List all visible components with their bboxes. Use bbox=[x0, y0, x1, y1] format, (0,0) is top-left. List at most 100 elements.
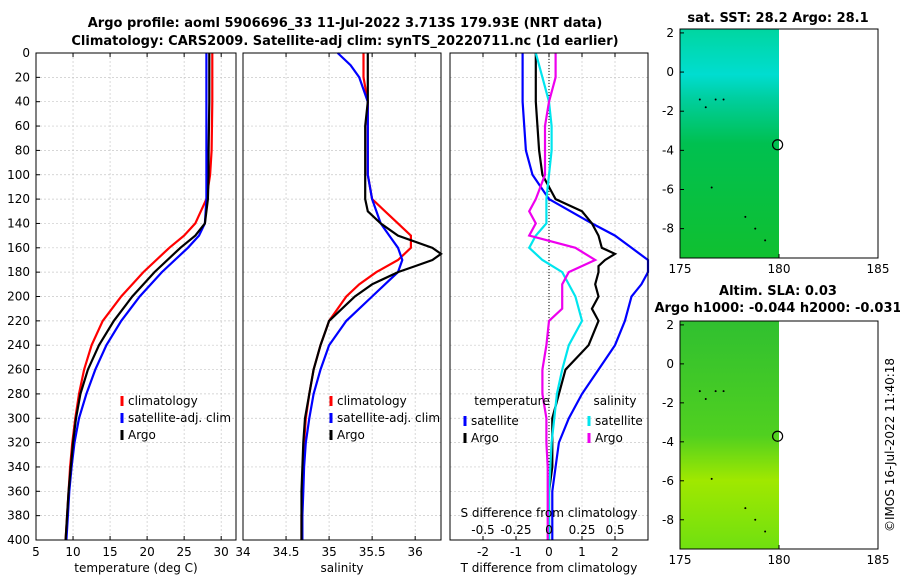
island-dot bbox=[710, 477, 713, 480]
y-tick-label: -6 bbox=[662, 182, 674, 196]
y-tick-label: 200 bbox=[7, 290, 30, 304]
y-tick-label: 300 bbox=[7, 411, 30, 425]
y-tick-label: 2 bbox=[666, 26, 674, 40]
sla-map-title-2: Argo h1000: -0.044 h2000: -0.031 bbox=[654, 301, 900, 316]
x-axis-label: T difference from climatology bbox=[460, 561, 638, 575]
x-axis-label: salinity bbox=[320, 561, 363, 575]
sla-map-title-1: Altim. SLA: 0.03 bbox=[719, 284, 837, 299]
x-tick-label: 34.5 bbox=[273, 545, 300, 559]
island-dot bbox=[722, 98, 725, 101]
x-tick-label: 2 bbox=[611, 545, 619, 559]
y-tick-label: 260 bbox=[7, 363, 30, 377]
island-dot bbox=[714, 98, 717, 101]
x-tick-label: 30 bbox=[214, 545, 229, 559]
y-tick-label: -8 bbox=[662, 513, 674, 527]
x-axis-label: temperature (deg C) bbox=[74, 561, 197, 575]
salinity-panel: 34 34.5 35 35.5 36 salinity climatology satelli… bbox=[235, 52, 443, 575]
y-tick-label: 340 bbox=[7, 460, 30, 474]
y-tick-label: -8 bbox=[662, 222, 674, 236]
x2-tick-label: -0.5 bbox=[471, 523, 494, 537]
legend-label: satellite-adj. clim bbox=[128, 411, 231, 425]
y-tick-label: 380 bbox=[7, 509, 30, 523]
y-tick-label: 0 bbox=[666, 65, 674, 79]
island-dot bbox=[744, 507, 747, 510]
y-tick-label: 2 bbox=[666, 318, 674, 332]
y-tick-label: 240 bbox=[7, 338, 30, 352]
y-tick-label: 80 bbox=[15, 143, 30, 157]
sst-map-title: sat. SST: 28.2 Argo: 28.1 bbox=[687, 11, 868, 26]
y-tick-label: 0 bbox=[22, 46, 30, 60]
x-tick-label: 180 bbox=[768, 262, 791, 276]
x2-axis-label: S difference from climatology bbox=[461, 506, 638, 520]
island-dot bbox=[754, 518, 757, 521]
legend-label: climatology bbox=[128, 394, 198, 408]
island-dot bbox=[744, 215, 747, 218]
temperature-panel: 5 10 15 20 25 3002040608010012014016018020022… bbox=[7, 46, 237, 575]
difference-panel: -2 -1 0 1 2 T difference from climatology S di… bbox=[449, 52, 650, 575]
x-tick-label: 35 bbox=[321, 545, 336, 559]
x-tick-label: 175 bbox=[669, 262, 692, 276]
y-tick-label: 60 bbox=[15, 119, 30, 133]
x-tick-label: -1 bbox=[510, 545, 522, 559]
x-tick-label: 10 bbox=[65, 545, 80, 559]
y-tick-label: 20 bbox=[15, 70, 30, 84]
x2-tick-label: 0.25 bbox=[569, 523, 596, 537]
y-tick-label: 100 bbox=[7, 168, 30, 182]
island-dot bbox=[764, 530, 767, 533]
y-tick-label: 320 bbox=[7, 436, 30, 450]
x-tick-label: 185 bbox=[867, 553, 890, 567]
y-tick-label: 360 bbox=[7, 484, 30, 498]
x-tick-label: 25 bbox=[177, 545, 192, 559]
legend-label: satellite-adj. clim bbox=[337, 411, 440, 425]
title-line-2: Climatology: CARS2009. Satellite-adj cli… bbox=[71, 34, 618, 49]
x2-tick-label: 0 bbox=[545, 523, 553, 537]
island-dot bbox=[698, 390, 701, 393]
island-dot bbox=[714, 390, 717, 393]
x-tick-label: 20 bbox=[139, 545, 154, 559]
map-data-field bbox=[680, 321, 779, 549]
profile-location-marker bbox=[772, 430, 784, 442]
y-tick-label: 280 bbox=[7, 387, 30, 401]
copyright-label: ©IMOS 16-Jul-2022 11:40:18 bbox=[883, 358, 897, 532]
x2-tick-label: -0.25 bbox=[500, 523, 531, 537]
x-tick-label: 1 bbox=[578, 545, 586, 559]
legend-title: temperature bbox=[474, 394, 549, 408]
series-line-argo bbox=[64, 53, 211, 541]
island-dot bbox=[698, 98, 701, 101]
island-dot bbox=[710, 186, 713, 189]
x-tick-label: 36 bbox=[408, 545, 423, 559]
legend-label: Argo bbox=[595, 431, 623, 445]
y-tick-label: 160 bbox=[7, 241, 30, 255]
x-tick-label: 5 bbox=[32, 545, 40, 559]
title-line-1: Argo profile: aoml 5906696_33 11-Jul-202… bbox=[88, 16, 603, 31]
y-tick-label: -6 bbox=[662, 474, 674, 488]
x-tick-label: 185 bbox=[867, 262, 890, 276]
series-line-t-satellite bbox=[521, 53, 650, 540]
series-line-argo bbox=[300, 53, 443, 540]
y-tick-label: 220 bbox=[7, 314, 30, 328]
x2-tick-label: 0.5 bbox=[605, 523, 624, 537]
series-line-s-satellite bbox=[527, 52, 584, 540]
sst-map: 175 180 185 2 0 -2 -4 -6 -8 bbox=[662, 26, 889, 276]
x-tick-label: 15 bbox=[102, 545, 117, 559]
plot-frame bbox=[242, 52, 442, 541]
island-dot bbox=[754, 227, 757, 230]
x-tick-label: 35.5 bbox=[359, 545, 386, 559]
plot-frame bbox=[35, 52, 237, 541]
profile-location-marker bbox=[772, 139, 784, 151]
y-tick-label: 180 bbox=[7, 265, 30, 279]
legend-label: Argo bbox=[337, 428, 365, 442]
y-tick-label: -4 bbox=[662, 143, 674, 157]
sla-map: 175 180 185 2 0 -2 -4 -6 -8 bbox=[662, 318, 889, 567]
legend-label: satellite bbox=[595, 414, 643, 428]
island-dot bbox=[764, 239, 767, 242]
legend-label: Argo bbox=[471, 431, 499, 445]
x-tick-label: 180 bbox=[768, 553, 791, 567]
y-tick-label: 140 bbox=[7, 216, 30, 230]
y-tick-label: 400 bbox=[7, 533, 30, 547]
series-line-s-argo bbox=[527, 53, 598, 540]
y-tick-label: 120 bbox=[7, 192, 30, 206]
island-dot bbox=[722, 390, 725, 393]
x-tick-label: -2 bbox=[477, 545, 489, 559]
